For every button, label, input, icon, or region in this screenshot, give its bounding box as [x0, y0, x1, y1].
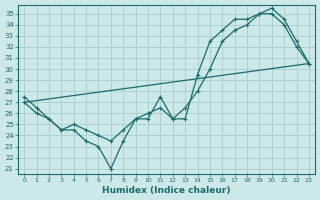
X-axis label: Humidex (Indice chaleur): Humidex (Indice chaleur) [102, 186, 231, 195]
